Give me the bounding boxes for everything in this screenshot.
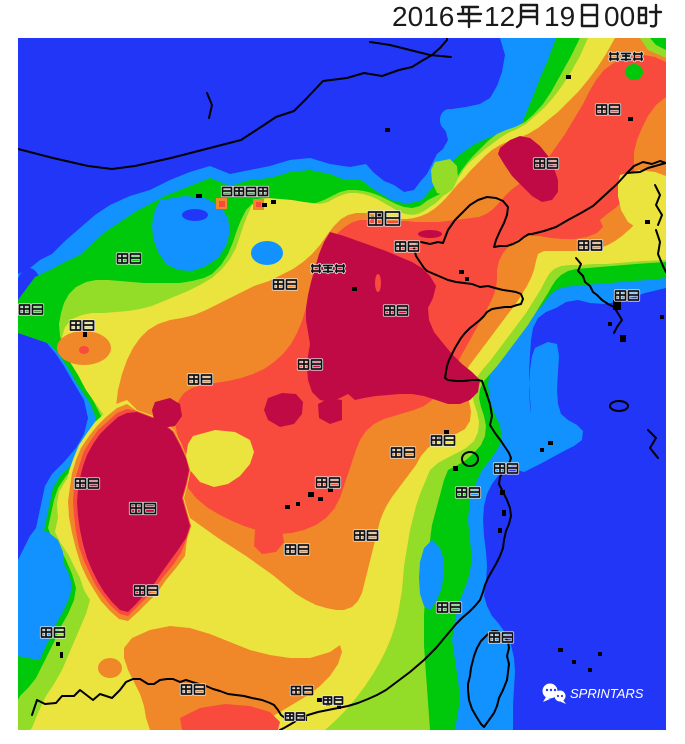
svg-text:19: 19 [544, 1, 575, 32]
svg-text:12: 12 [484, 1, 515, 32]
svg-text:00: 00 [604, 1, 635, 32]
svg-text:2016: 2016 [392, 1, 454, 32]
svg-text:SPRINTARS: SPRINTARS [570, 686, 644, 701]
